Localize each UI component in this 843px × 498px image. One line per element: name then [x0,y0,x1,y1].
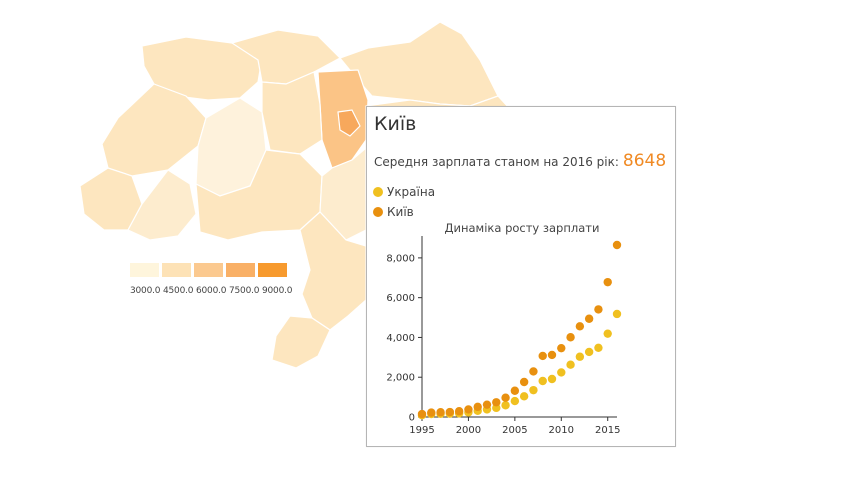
y-tick-label: 0 [409,413,415,424]
data-point-ukraine [594,343,603,352]
data-point-kyiv [575,322,585,331]
tooltip-subtitle: Середня зарплата станом на 2016 рік: [374,155,619,169]
legend-label-kyiv: Київ [387,205,414,219]
x-tick-label: 2005 [502,425,527,436]
legend-swatches [130,263,293,277]
data-point-kyiv [566,333,575,342]
y-tick-label: 2,000 [386,373,415,384]
data-point-kyiv [519,377,529,387]
map-region-south-2[interactable] [271,315,331,369]
data-point-ukraine [557,368,566,377]
data-point-ukraine [612,309,622,319]
legend-swatch [194,263,223,277]
data-point-kyiv [510,386,520,395]
map-region-west-1[interactable] [101,83,207,177]
data-point-kyiv [594,305,603,314]
data-point-kyiv [445,407,455,417]
x-tick-label: 2010 [549,425,574,436]
data-point-ukraine [566,360,575,369]
data-point-kyiv [473,402,482,412]
salary-chart: Динаміка росту зарплати 0 2,000 4,000 6,000 8… [386,221,622,436]
y-tick-label: 6,000 [386,293,415,304]
data-point-kyiv [492,398,501,407]
legend-dot-kyiv [373,207,383,217]
data-point-kyiv [547,350,557,360]
legend-swatch [258,263,287,277]
data-point-ukraine [510,396,520,406]
legend-dot-ukraine [373,187,383,197]
legend-label-ukraine: Україна [387,185,436,199]
region-tooltip: Київ Середня зарплата станом на 2016 рік… [366,106,676,447]
data-point-ukraine [501,401,510,410]
map-region-west-3[interactable] [127,169,197,241]
map-region-central[interactable] [261,71,323,155]
data-point-kyiv [427,408,436,417]
legend-label: 7500.0 [229,286,260,296]
data-point-ukraine [538,376,547,386]
data-point-kyiv [603,277,612,287]
data-point-kyiv [529,367,538,376]
data-point-kyiv [454,407,464,416]
tooltip-salary-value: 8648 [622,151,667,171]
tooltip-title: Київ [374,113,417,135]
data-point-kyiv [557,343,566,353]
legend-item-ukraine: Україна [373,182,435,202]
x-tick-label: 2015 [595,425,620,436]
map-legend: 3000.0 4500.0 6000.0 7500.0 9000.0 [130,263,293,296]
legend-label: 6000.0 [196,286,227,296]
y-tick-label: 4,000 [386,333,415,344]
data-point-kyiv [612,240,622,250]
data-point-kyiv [538,351,547,361]
legend-label: 4500.0 [163,286,194,296]
data-point-kyiv [436,408,445,417]
data-point-ukraine [603,329,612,338]
x-tick-label: 2000 [456,425,481,436]
map-region-south-1[interactable] [299,211,367,331]
data-point-ukraine [584,347,594,357]
legend-item-kyiv: Київ [373,202,435,222]
data-point-kyiv [482,400,492,409]
tooltip-legend: Україна Київ [373,182,435,222]
legend-labels: 3000.0 4500.0 6000.0 7500.0 9000.0 [130,286,293,296]
data-point-kyiv [464,405,473,414]
data-point-kyiv [417,409,427,419]
legend-swatch [162,263,191,277]
data-point-kyiv [501,393,510,402]
legend-label: 3000.0 [130,286,161,296]
tooltip-subtitle-row: Середня зарплата станом на 2016 рік: 8648 [374,151,666,171]
data-point-kyiv [584,314,594,323]
data-point-ukraine [529,385,538,395]
data-point-ukraine [519,392,529,401]
legend-label: 9000.0 [262,286,293,296]
x-tick-label: 1995 [409,425,434,436]
map-region-kyiv-city[interactable] [337,109,361,137]
legend-swatch [226,263,255,277]
chart-title: Динаміка росту зарплати [445,221,600,235]
legend-swatch [130,263,159,277]
y-tick-label: 8,000 [386,253,415,264]
data-point-ukraine [547,374,557,384]
data-point-ukraine [575,352,585,361]
